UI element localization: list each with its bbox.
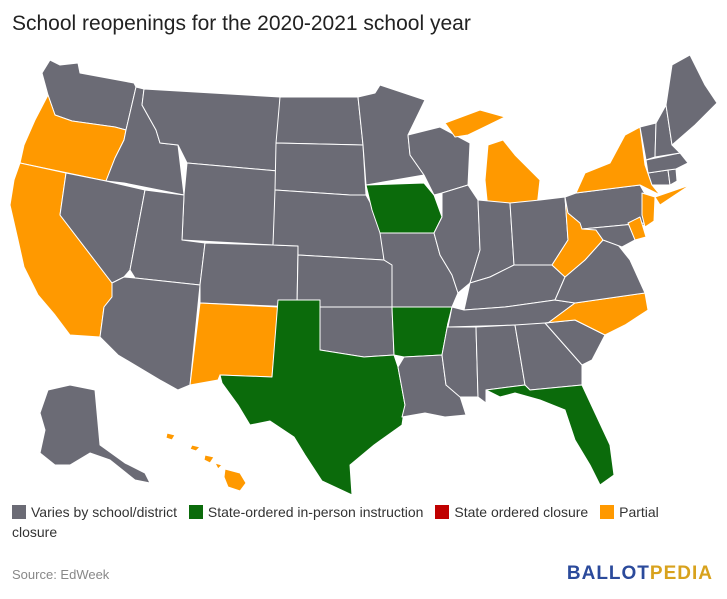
logo-part-1: BALLOT (566, 563, 650, 584)
state-WY (181, 162, 279, 246)
state-KS (296, 254, 393, 308)
legend-item-partial: Partial closure (12, 504, 659, 540)
legend-label-partial: Partial closure (12, 504, 659, 540)
legend-swatch-partial (600, 505, 615, 519)
state-NH (654, 104, 681, 158)
state-NM (189, 302, 279, 386)
state-DE (627, 216, 647, 241)
state-AK (39, 384, 151, 484)
source-note: Source: EdWeek (12, 567, 110, 582)
state-IA (365, 182, 443, 234)
legend-label-closure: State ordered closure (454, 504, 589, 520)
state-NV (59, 172, 146, 284)
legend-item-varies: Varies by school/district (12, 504, 177, 520)
legend-item-in-person: State-ordered in-person instruction (188, 504, 424, 520)
state-HI (165, 432, 247, 492)
state-CO (199, 242, 299, 308)
state-AZ (99, 276, 201, 391)
state-RI (667, 168, 678, 186)
chart-title: School reopenings for the 2020-2021 scho… (12, 12, 471, 35)
state-ND (275, 96, 364, 146)
legend-swatch-closure (435, 505, 450, 519)
state-IL (433, 184, 481, 294)
legend-swatch-varies (12, 505, 26, 519)
state-LA (397, 354, 467, 418)
legend-label-varies: Varies by school/district (31, 504, 178, 520)
logo-part-2: PEDIA (649, 563, 713, 584)
state-SD (274, 142, 367, 196)
state-NY (575, 126, 691, 206)
legend-item-closure: State ordered closure (435, 504, 588, 520)
us-map (9, 54, 718, 495)
ballotpedia-logo: BALLOTPEDIA (567, 563, 713, 585)
state-FL (485, 384, 615, 486)
legend-swatch-in-person (188, 505, 203, 519)
legend-label-in-person: State-ordered in-person instruction (207, 504, 424, 520)
state-ME (665, 54, 718, 146)
legend: Varies by school/district State-ordered … (12, 502, 712, 542)
state-NJ (641, 192, 656, 228)
state-TX (219, 299, 406, 495)
state-MS (441, 322, 479, 398)
